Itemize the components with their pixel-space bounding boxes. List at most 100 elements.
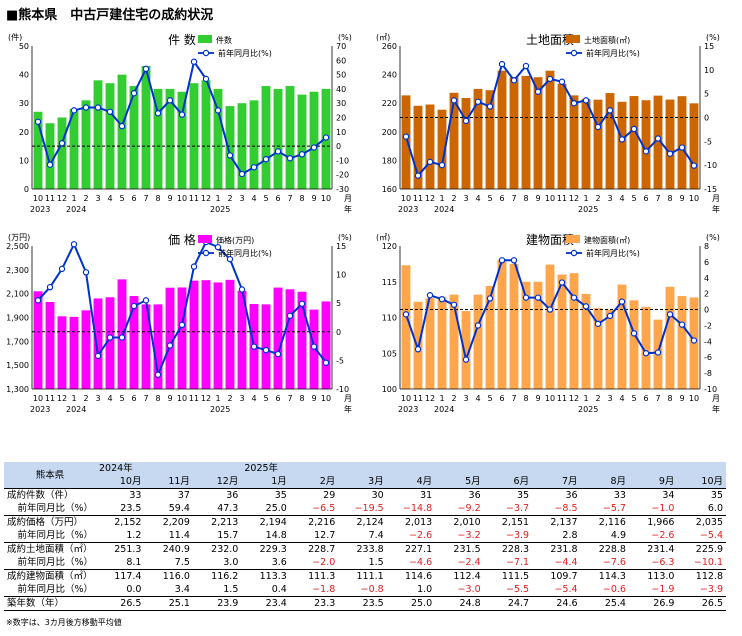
month-label: 10	[33, 394, 43, 403]
bar	[33, 111, 43, 189]
month-label: 12	[57, 394, 67, 403]
chart-title: 価 格	[168, 232, 196, 247]
table-month-header: 12月	[216, 476, 239, 487]
bar	[581, 293, 591, 389]
month-label: 11	[45, 394, 55, 403]
table-cell: 29	[289, 488, 339, 502]
bar	[249, 100, 259, 189]
bar	[225, 279, 235, 389]
year-label: 2024	[66, 205, 86, 214]
bar	[593, 308, 603, 389]
year-label: 2024	[434, 205, 454, 214]
bar	[189, 83, 199, 189]
bar	[605, 309, 615, 389]
bar	[605, 93, 615, 189]
table-cell: 11.4	[168, 530, 190, 541]
bar	[557, 274, 567, 389]
table-cell: −3.0	[457, 584, 481, 595]
yoy-point	[130, 302, 138, 310]
bar	[401, 265, 411, 389]
bar	[105, 83, 115, 189]
bar	[285, 86, 295, 189]
yoy-point	[462, 117, 470, 125]
yoy-point	[322, 134, 330, 141]
month-label: 4	[251, 194, 256, 203]
legend-bar-swatch	[198, 235, 212, 243]
bar	[33, 291, 43, 389]
right-tick-label: 0	[704, 306, 709, 315]
table-year-2024: 2024年	[99, 463, 133, 474]
yoy-point	[510, 77, 518, 84]
legend-line-label: 前年同月比(%)	[586, 248, 640, 258]
year-label: 2025	[578, 405, 598, 414]
right-tick-label: 0	[336, 142, 341, 151]
table-cell: 228.3	[483, 542, 533, 556]
month-label: 11	[413, 194, 423, 203]
month-unit: 月	[712, 394, 720, 403]
month-label: 7	[143, 194, 148, 203]
table-cell: 8.1	[126, 557, 142, 568]
month-label: 3	[95, 394, 100, 403]
bar	[545, 264, 555, 389]
table-cell: 59.4	[168, 503, 190, 514]
table-cell: 7.5	[174, 557, 190, 568]
month-label: 2	[83, 194, 88, 203]
month-label: 10	[321, 194, 331, 203]
month-label: 10	[401, 194, 411, 203]
table-cell: 2,035	[677, 515, 726, 529]
month-unit: 月	[344, 394, 352, 403]
table-month-header: 1月	[271, 476, 287, 487]
yoy-point	[690, 162, 698, 169]
yoy-point	[690, 337, 698, 344]
table-cell: 2,151	[483, 515, 533, 529]
left-axis-unit: (㎡)	[376, 233, 390, 242]
left-tick-label: 220	[382, 99, 397, 108]
bar	[213, 88, 223, 189]
yoy-point	[118, 122, 126, 130]
month-label: 10	[33, 194, 43, 203]
year-label: 2023	[30, 205, 50, 214]
bar	[117, 74, 127, 189]
bar	[117, 279, 127, 389]
month-label: 1	[71, 394, 76, 403]
yoy-point	[298, 300, 306, 307]
table-cell: 35	[241, 488, 290, 502]
month-label: 4	[251, 394, 256, 403]
table-cell: 3.6	[271, 557, 287, 568]
bar	[45, 123, 55, 189]
month-label: 7	[143, 394, 148, 403]
yoy-point	[534, 88, 542, 95]
yoy-point	[58, 265, 66, 273]
table-cell: 113.3	[241, 569, 290, 583]
table-month-header: 9月	[658, 476, 675, 487]
yoy-point	[106, 334, 114, 341]
yoy-point	[286, 312, 294, 319]
left-tick-label: 160	[382, 185, 397, 194]
yoy-point	[106, 108, 114, 115]
yoy-point	[274, 148, 282, 155]
yoy-point	[142, 297, 150, 304]
table-cell: 111.1	[338, 569, 387, 583]
left-tick-label: 240	[382, 71, 397, 80]
table-cell: 2,209	[144, 515, 193, 529]
left-tick-label: 30	[19, 99, 29, 108]
month-label: 3	[239, 194, 244, 203]
table-cell: −0.6	[602, 584, 626, 595]
month-label: 1	[439, 194, 444, 203]
legend-bar-swatch	[566, 235, 580, 243]
bar	[225, 106, 235, 189]
yoy-point	[618, 298, 626, 305]
table-cell: 116.2	[192, 569, 242, 583]
left-tick-label: 2,100	[6, 290, 29, 299]
year-label: 2023	[30, 405, 50, 414]
table-cell: 2,152	[96, 515, 145, 529]
table-cell: 2,216	[289, 515, 339, 529]
table-row: 前年同月比（%） 0.0 3.4 1.5 0.4 −1.8 −0.8 1.0 −3.0 −5.5 −…	[4, 583, 726, 597]
left-axis-unit: (万円)	[8, 233, 30, 242]
bar	[57, 117, 67, 189]
yoy-point	[58, 140, 66, 147]
bar	[237, 290, 247, 389]
left-tick-label: 1,700	[6, 337, 29, 346]
bar	[581, 98, 591, 189]
table-cell: 2,213	[192, 515, 242, 529]
